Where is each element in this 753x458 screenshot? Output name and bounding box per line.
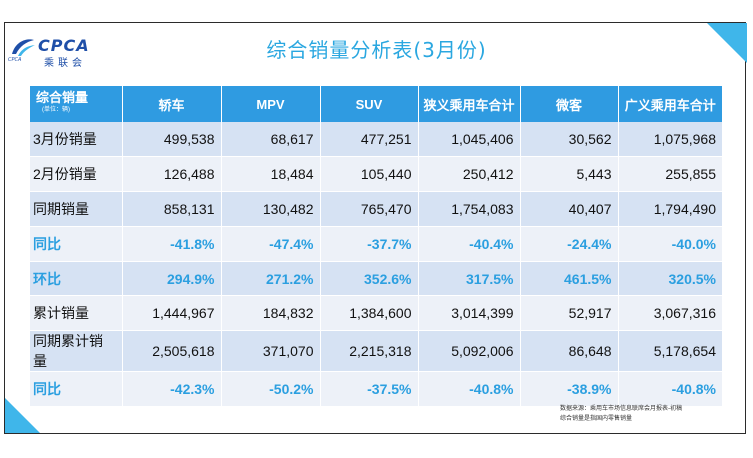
table-cell: 858,131	[122, 191, 222, 227]
row-label: 同比	[30, 226, 123, 262]
table-cell: 68,617	[221, 122, 321, 157]
table-cell: 294.9%	[122, 261, 222, 297]
cpca-logo: CPCA 乘联会 CPCA	[8, 30, 108, 69]
table-cell: 5,443	[520, 156, 619, 192]
table-cell: -40.4%	[418, 226, 521, 262]
column-header: 广义乘用车合计	[618, 86, 722, 122]
table-row: 2月份销量 126,488 18,484 105,440 250,412 5,4…	[30, 156, 722, 192]
sales-table: 综合销量 (单位：辆) 轿车 MPV SUV 狭义乘用车合计 微客 广义乘用车合…	[30, 86, 722, 408]
row-label: 同期累计销量	[30, 330, 123, 373]
table-row: 同比 -41.8% -47.4% -37.7% -40.4% -24.4% -4…	[30, 226, 722, 262]
table-cell: 52,917	[520, 295, 619, 332]
logo-subtitle: 乘联会	[44, 58, 86, 69]
table-cell: -47.4%	[221, 226, 321, 262]
table-row: 环比 294.9% 271.2% 352.6% 317.5% 461.5% 32…	[30, 261, 722, 297]
source-note-line: 数据来源：乘用车市场信息联席会月报表-初稿	[560, 405, 683, 412]
table-cell: -37.7%	[320, 226, 419, 262]
row-label: 3月份销量	[30, 122, 123, 157]
table-cell: 2,505,618	[122, 330, 222, 373]
table-cell: -50.2%	[221, 371, 321, 408]
table-row: 3月份销量 499,538 68,617 477,251 1,045,406 3…	[30, 122, 722, 157]
table-cell: 5,092,006	[418, 330, 521, 373]
table-cell: -38.9%	[520, 371, 619, 408]
table-cell: -42.3%	[122, 371, 222, 408]
table-cell: 5,178,654	[618, 330, 722, 373]
row-label: 同比	[30, 371, 123, 408]
table-cell: 1,794,490	[618, 191, 722, 227]
table-cell: 105,440	[320, 156, 419, 192]
table-cell: 126,488	[122, 156, 222, 192]
table-cell: 499,538	[122, 122, 222, 157]
row-label: 2月份销量	[30, 156, 123, 192]
column-header: 轿车	[122, 86, 222, 122]
table-cell: 765,470	[320, 191, 419, 227]
table-cell: 184,832	[221, 295, 321, 332]
row-label: 环比	[30, 261, 123, 297]
table-cell: 3,014,399	[418, 295, 521, 332]
table-cell: -40.8%	[418, 371, 521, 408]
table-cell: -41.8%	[122, 226, 222, 262]
header-first-cell: 综合销量 (单位：辆)	[30, 86, 123, 122]
table-cell: 255,855	[618, 156, 722, 192]
row-label: 同期销量	[30, 191, 123, 227]
table-cell: 18,484	[221, 156, 321, 192]
row-label: 累计销量	[30, 295, 123, 332]
table-cell: 1,045,406	[418, 122, 521, 157]
table-cell: 1,754,083	[418, 191, 521, 227]
table-cell: 1,384,600	[320, 295, 419, 332]
table-cell: 1,444,967	[122, 295, 222, 332]
table-row: 同期累计销量 2,505,618 371,070 2,215,318 5,092…	[30, 330, 722, 373]
table-cell: -40.8%	[618, 371, 722, 408]
table-cell: 477,251	[320, 122, 419, 157]
table-cell: 40,407	[520, 191, 619, 227]
table-cell: 2,215,318	[320, 330, 419, 373]
table-cell: 271.2%	[221, 261, 321, 297]
table-cell: -40.0%	[618, 226, 722, 262]
source-note-line: 综合销量是指国内零售销量	[560, 415, 633, 422]
table-cell: 461.5%	[520, 261, 619, 297]
cpca-swoosh-icon	[12, 39, 35, 56]
header-first-unit: (单位：辆)	[42, 107, 70, 113]
table-cell: -24.4%	[520, 226, 619, 262]
table-cell: 352.6%	[320, 261, 419, 297]
table-cell: 3,067,316	[618, 295, 722, 332]
corner-decoration-top-right	[707, 23, 747, 63]
table-cell: 371,070	[221, 330, 321, 373]
logo-text: CPCA	[38, 36, 90, 55]
table-cell: 1,075,968	[618, 122, 722, 157]
table-cell: 130,482	[221, 191, 321, 227]
column-header: 狭义乘用车合计	[418, 86, 521, 122]
table-cell: -37.5%	[320, 371, 419, 408]
table-row: 累计销量 1,444,967 184,832 1,384,600 3,014,3…	[30, 295, 722, 332]
page-title: 综合销量分析表(3月份)	[266, 38, 487, 62]
logo-small-text: CPCA	[8, 57, 22, 63]
table-cell: 30,562	[520, 122, 619, 157]
table-cell: 86,648	[520, 330, 619, 373]
table-cell: 320.5%	[618, 261, 722, 297]
source-note: 数据来源：乘用车市场信息联席会月报表-初稿 综合销量是指国内零售销量	[560, 404, 682, 424]
table-row: 同比 -42.3% -50.2% -37.5% -40.8% -38.9% -4…	[30, 371, 722, 408]
table-cell: 317.5%	[418, 261, 521, 297]
column-header: 微客	[520, 86, 619, 122]
column-header: MPV	[221, 86, 321, 122]
table-cell: 250,412	[418, 156, 521, 192]
column-header: SUV	[320, 86, 419, 122]
table-row: 同期销量 858,131 130,482 765,470 1,754,083 4…	[30, 191, 722, 227]
table-header-row: 综合销量 (单位：辆) 轿车 MPV SUV 狭义乘用车合计 微客 广义乘用车合…	[30, 86, 722, 122]
header-first-label: 综合销量	[36, 90, 89, 105]
